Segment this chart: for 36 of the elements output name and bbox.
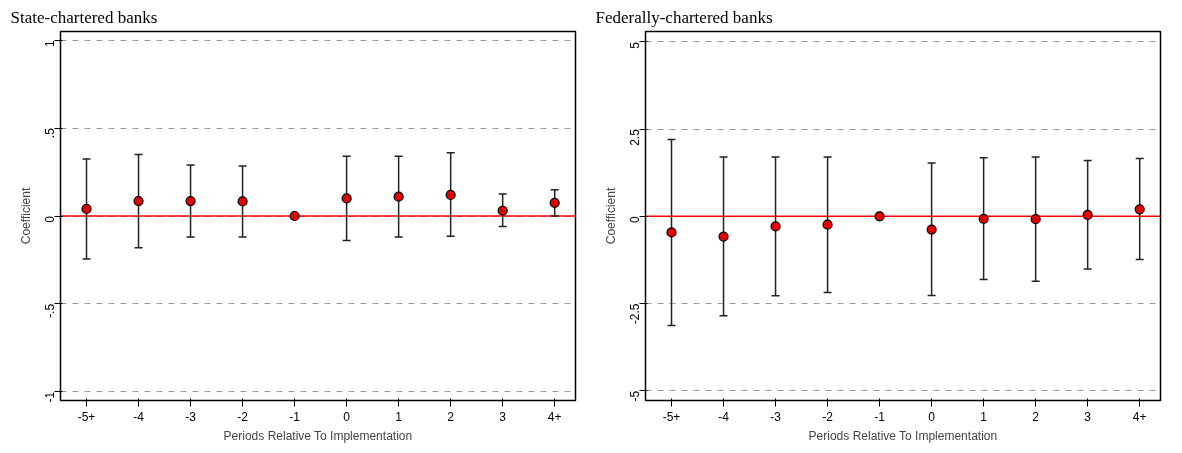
x-tick-label: 0 (928, 409, 936, 424)
y-tick-label: 5 (628, 41, 642, 49)
x-tick-label: -4 (718, 409, 730, 424)
y-tick-label: 0 (628, 216, 642, 224)
y-tick-label: 2.5 (628, 128, 642, 146)
x-tick-label: 0 (343, 409, 351, 424)
x-tick-label: 3 (499, 409, 507, 424)
chart-title: Federally-chartered banks (595, 7, 773, 27)
x-tick-label: -5+ (77, 409, 96, 424)
y-tick-label: 1 (43, 39, 57, 47)
y-tick-label: .5 (43, 127, 57, 139)
x-tick-label: -1 (874, 409, 886, 424)
y-tick-label: -1 (43, 391, 57, 403)
x-tick-label: -3 (770, 409, 782, 424)
x-axis-title: Periods Relative To Implementation (223, 428, 413, 443)
x-tick-label: -3 (185, 409, 197, 424)
x-tick-label: 3 (1084, 409, 1092, 424)
y-tick-label: -.5 (43, 303, 57, 318)
x-tick-label: -4 (133, 409, 145, 424)
y-axis-title: Coefficient (603, 187, 618, 245)
chart-title: State-chartered banks (10, 7, 158, 27)
x-axis-title: Periods Relative To Implementation (808, 428, 998, 443)
y-tick-label: -2.5 (628, 303, 642, 325)
y-axis-title: Coefficient (18, 187, 33, 245)
x-tick-label: 4+ (1132, 409, 1147, 424)
x-tick-label: -1 (289, 409, 301, 424)
x-tick-label: -2 (237, 409, 249, 424)
x-tick-label: -5+ (662, 409, 681, 424)
y-tick-label: -5 (628, 390, 642, 402)
y-tick-label: 0 (43, 215, 57, 223)
x-tick-label: 4+ (547, 409, 562, 424)
x-tick-label: 2 (447, 409, 455, 424)
x-tick-label: 2 (1032, 409, 1040, 424)
x-tick-label: 1 (395, 409, 403, 424)
x-tick-label: 1 (980, 409, 988, 424)
x-tick-label: -2 (822, 409, 834, 424)
